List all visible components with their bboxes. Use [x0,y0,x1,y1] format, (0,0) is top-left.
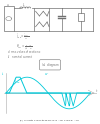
Text: $u_s$: $u_s$ [6,2,11,9]
Text: $L$: $L$ [22,1,26,8]
Bar [4,6,14,31]
Text: $i_s$: $i_s$ [1,71,5,78]
Text: $t$: $t$ [95,87,98,94]
Text: $(a)$  diagram: $(a)$ diagram [41,61,59,69]
Bar [34,8,49,31]
Text: $(b)$  currents and voltages for $\theta_{cur}=3\%$ and $\theta_{cur}=1\%$: $(b)$ currents and voltages for $\theta_… [19,117,81,123]
Text: $u^*$: $u^*$ [44,70,50,78]
Text: $\hat{i}_{cap}=\frac{\hat{u}_s f_r}{f_1}$: $\hat{i}_{cap}=\frac{\hat{u}_s f_r}{f_1}… [16,32,30,42]
Text: $f_1$   nominal current: $f_1$ nominal current [7,54,33,61]
Text: $\hat{i}_{cap}$: $\hat{i}_{cap}$ [14,78,21,85]
Text: $\theta_{cur}=\frac{1}{\sqrt{2}}\cdot\frac{1}{Q}$: $\theta_{cur}=\frac{1}{\sqrt{2}}\cdot\fr… [16,42,33,51]
Text: $d$   rms values of section $s$: $d$ rms values of section $s$ [7,48,42,55]
Bar [78,13,84,21]
